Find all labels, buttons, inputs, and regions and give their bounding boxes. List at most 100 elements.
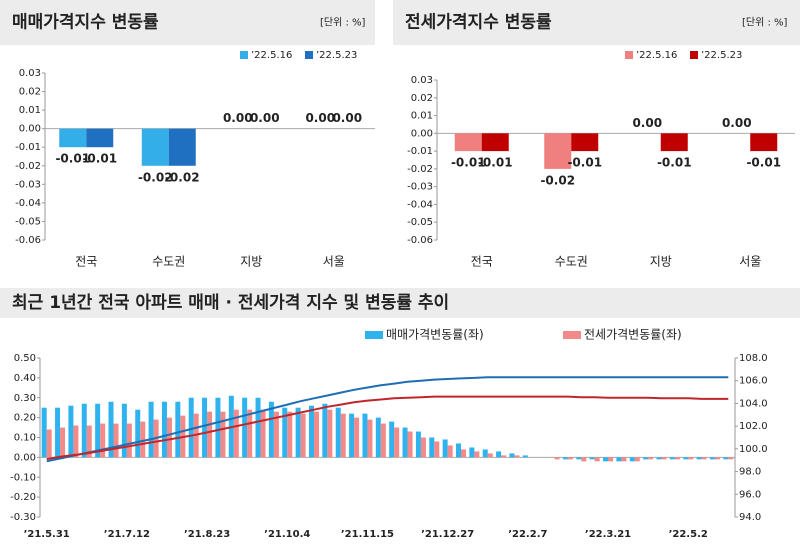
legend-swatch <box>625 51 633 59</box>
value-label: -0.02 <box>540 173 575 187</box>
value-label: 0.00 <box>305 111 335 125</box>
value-label: 0.00 <box>332 111 362 125</box>
y-tick-label: 0.00 <box>411 128 433 139</box>
legend-label: ’22.5.16 <box>636 50 677 61</box>
bar <box>621 457 627 462</box>
bar <box>161 401 167 458</box>
y-tick-label: 0.02 <box>19 87 41 98</box>
bar <box>255 397 261 458</box>
y-tick-label: -0.01 <box>15 142 41 153</box>
bar <box>482 449 488 458</box>
bar <box>282 407 288 458</box>
value-label: -0.01 <box>478 156 513 170</box>
bar <box>140 421 146 458</box>
bar <box>81 403 87 458</box>
y-tick-label: -0.05 <box>407 217 433 228</box>
bar <box>55 407 61 458</box>
y-tick-label: 0.01 <box>411 111 433 122</box>
value-label: -0.02 <box>138 170 173 184</box>
bar <box>268 401 274 458</box>
bar <box>723 457 729 460</box>
y2-tick-label: 94.0 <box>739 512 761 523</box>
bar <box>215 397 221 458</box>
value-label: -0.01 <box>55 152 90 166</box>
bar <box>454 133 482 152</box>
y2-tick-label: 100.0 <box>739 444 768 455</box>
bar <box>661 457 667 460</box>
bar <box>166 417 172 458</box>
bar <box>581 457 587 462</box>
line <box>46 376 729 463</box>
x-tick-label: ’22.5.2 <box>669 529 708 540</box>
value-label: -0.01 <box>657 156 692 170</box>
y2-tick-label: 104.0 <box>739 398 768 409</box>
legend-swatch <box>563 331 581 339</box>
x-tick-label: 지방 <box>650 255 672 269</box>
bar <box>402 427 408 458</box>
bar <box>207 411 213 458</box>
legend-label: 전세가격변동률(좌) <box>584 328 682 342</box>
bar <box>648 457 654 460</box>
bar <box>616 457 622 462</box>
unit-label: [단위 : %] <box>320 16 366 29</box>
y-tick-label: 0.10 <box>14 433 36 444</box>
bar <box>168 128 196 166</box>
bar <box>135 409 141 458</box>
bar <box>501 455 507 458</box>
bar <box>126 423 132 458</box>
y-tick-label: 0.03 <box>19 68 41 79</box>
bar <box>354 417 360 458</box>
bar <box>660 133 688 152</box>
y-tick-label: -0.10 <box>10 472 36 483</box>
bar <box>287 411 293 458</box>
bar <box>340 413 346 458</box>
value-label: -0.01 <box>567 156 602 170</box>
bar <box>571 133 599 152</box>
bar <box>95 403 101 458</box>
chart-title: 최근 1년간 전국 아파트 매매 · 전세가격 지수 및 변동률 추이 <box>12 293 449 313</box>
legend-label: ’22.5.23 <box>701 50 742 61</box>
bar <box>59 128 87 148</box>
y-tick-label: -0.02 <box>407 164 433 175</box>
bar <box>656 457 662 460</box>
bar <box>233 409 239 458</box>
bar <box>629 457 635 462</box>
x-tick-label: ’22.2.7 <box>508 529 547 540</box>
bar <box>41 407 47 458</box>
bar <box>415 431 421 458</box>
y-tick-label: 0.01 <box>19 105 41 116</box>
bar <box>100 423 106 458</box>
y2-tick-label: 98.0 <box>739 467 761 478</box>
y-tick-label: 0.00 <box>14 452 36 463</box>
bar <box>674 457 680 460</box>
bar <box>220 411 226 458</box>
y-tick-label: 0.50 <box>14 353 36 364</box>
bar <box>456 443 462 458</box>
bar <box>696 457 702 460</box>
value-label: 0.00 <box>722 116 752 130</box>
bar <box>367 419 373 458</box>
y-tick-label: -0.02 <box>15 161 41 172</box>
x-tick-label: 수도권 <box>555 255 588 269</box>
value-label: -0.01 <box>746 156 781 170</box>
bar <box>442 439 448 458</box>
y-tick-label: -0.05 <box>15 216 41 227</box>
bar <box>728 457 734 460</box>
y2-tick-label: 102.0 <box>739 421 768 432</box>
bar <box>60 427 66 458</box>
bar <box>68 405 74 458</box>
y-tick-label: -0.30 <box>10 512 36 523</box>
bar <box>509 453 515 458</box>
y-tick-label: -0.03 <box>407 182 433 193</box>
bar <box>608 457 614 462</box>
bar <box>683 457 689 460</box>
bar <box>121 403 127 458</box>
value-label: -0.02 <box>165 170 200 184</box>
y-tick-label: -0.04 <box>407 199 433 210</box>
bar <box>380 423 386 458</box>
x-tick-label: ’21.12.27 <box>421 529 474 540</box>
bar <box>688 457 694 460</box>
x-tick-label: 수도권 <box>152 255 185 269</box>
bar <box>260 409 266 458</box>
unit-label: [단위 : %] <box>742 16 788 29</box>
